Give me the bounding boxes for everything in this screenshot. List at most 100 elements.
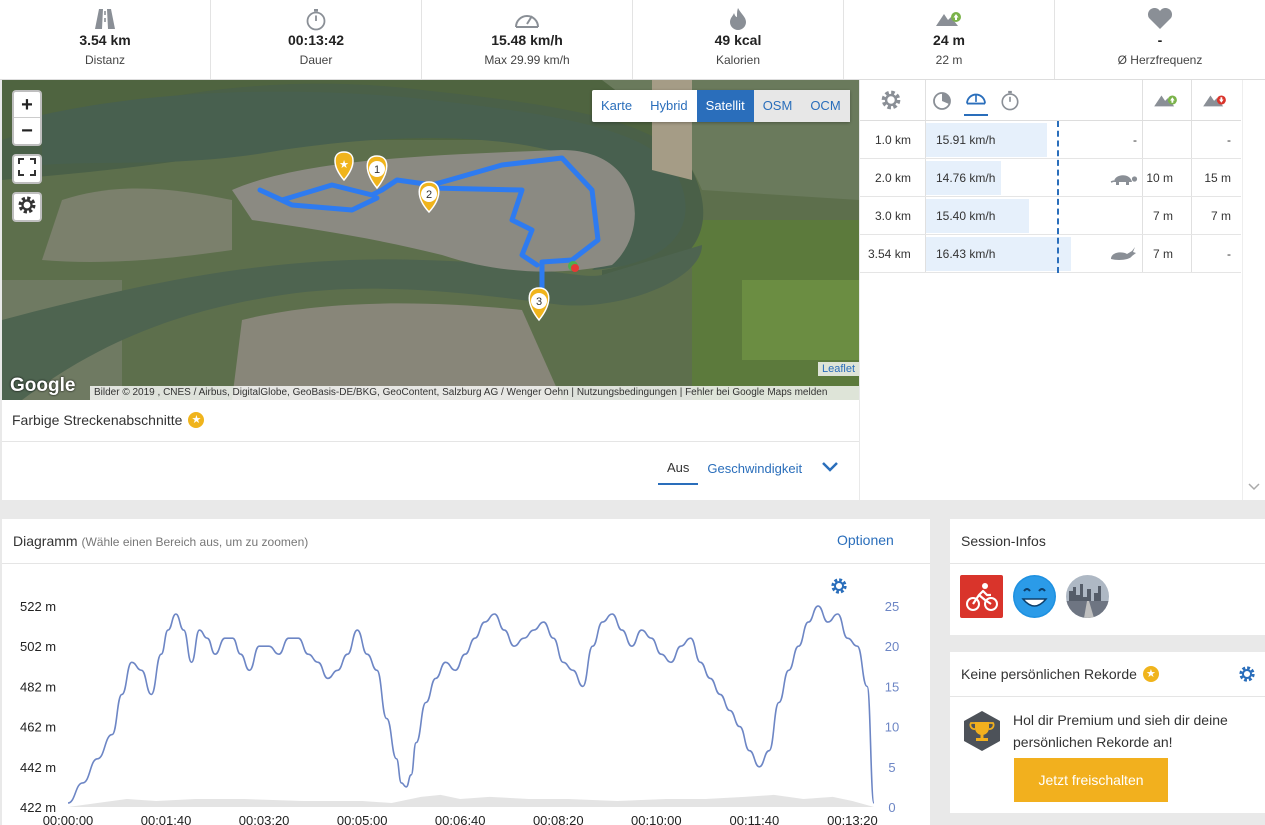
layer-satellit[interactable]: Satellit	[696, 90, 754, 122]
pace-icon[interactable]	[932, 80, 952, 120]
marker-label: 2	[426, 189, 432, 201]
layer-osm[interactable]: OSM	[753, 90, 802, 122]
speed-elevation-chart[interactable]: 422 m 442 m 462 m 482 m 502 m 522 m 0 5 10 15 20 25…	[2, 564, 930, 825]
stat-calories: 49 kcal Kalorien	[633, 0, 844, 79]
map-attribution: Bilder © 2019 , CNES / Airbus, DigitalGl…	[90, 386, 859, 400]
marker-1[interactable]: 1	[366, 155, 388, 190]
route-map[interactable]: ★ 1 2 3 + −	[2, 80, 859, 400]
stat-label: Distanz	[84, 53, 125, 67]
x-tick: 00:10:00	[631, 813, 682, 825]
options-label: Optionen	[837, 532, 894, 548]
tab-aus[interactable]: Aus	[658, 458, 699, 485]
marker-label: 1	[374, 164, 380, 176]
map-settings-button[interactable]	[12, 192, 42, 222]
y-left-tick: 522 m	[20, 599, 56, 614]
chart-title-text: Diagramm	[13, 533, 78, 549]
average-speed-line	[1057, 121, 1059, 273]
speed-line	[67, 605, 875, 804]
tab-geschwindigkeit[interactable]: Geschwindigkeit	[707, 461, 803, 476]
report-error-link[interactable]: Fehler bei Google Maps melden	[685, 387, 828, 398]
smiley-icon[interactable]	[1013, 575, 1056, 618]
terms-link[interactable]: Nutzungsbedingungen	[576, 387, 677, 398]
stopwatch-icon	[211, 6, 421, 32]
finish-marker-red	[571, 264, 579, 272]
mountain-down-icon	[1201, 80, 1229, 120]
stopwatch-icon[interactable]	[1000, 80, 1020, 120]
zoom-in-button[interactable]: +	[14, 92, 40, 118]
stat-heartrate: - Ø Herzfrequenz	[1055, 0, 1265, 79]
stat-value: 24 m	[933, 32, 965, 48]
chart-hint: (Wähle einen Bereich aus, um zu zoomen)	[81, 535, 309, 549]
heart-icon	[1055, 6, 1265, 32]
colored-segments-heading: Farbige Streckenabschnitte ★	[12, 412, 205, 428]
cycling-icon[interactable]	[960, 575, 1003, 618]
split-speed: 15.40 km/h	[936, 208, 996, 223]
fullscreen-button[interactable]	[12, 154, 42, 184]
y-left-tick: 422 m	[20, 800, 56, 815]
zoom-out-button[interactable]: −	[21, 120, 33, 142]
layer-hybrid[interactable]: Hybrid	[650, 98, 688, 113]
y-right-tick: 15	[885, 679, 899, 694]
stat-label: Dauer	[299, 53, 333, 67]
gear-icon[interactable]	[1238, 665, 1256, 688]
x-tick: 00:08:20	[533, 813, 584, 825]
unlock-button[interactable]: Jetzt freischalten	[1014, 758, 1168, 802]
split-distance: 2.0 km	[875, 170, 912, 185]
satellite-imagery: ★ 1 2 3	[2, 80, 859, 400]
chart-title: Diagramm (Wähle einen Bereich aus, um zu…	[13, 533, 308, 549]
road-icon	[0, 6, 210, 32]
split-row: 3.54 km 16.43 km/h 7 m -	[860, 235, 1241, 273]
speedometer-icon	[422, 6, 632, 32]
speed-bar	[926, 237, 1071, 271]
premium-star-icon: ★	[188, 412, 205, 428]
stat-value: 15.48 km/h	[491, 32, 563, 48]
stat-label: Kalorien	[715, 53, 761, 67]
marker-label: 3	[536, 296, 542, 308]
gear-icon	[17, 195, 37, 220]
y-right-tick: 0	[888, 800, 895, 815]
split-row: 1.0 km 15.91 km/h - -	[860, 121, 1241, 159]
chart-panel: Diagramm (Wähle einen Bereich aus, um zu…	[2, 519, 930, 825]
x-tick: 00:11:40	[730, 813, 780, 825]
speed-bar	[926, 123, 1047, 157]
layer-karte[interactable]: Karte	[601, 98, 633, 113]
colored-segments-title: Farbige Streckenabschnitte	[12, 412, 183, 428]
records-title: Keine persönlichen Rekorde	[961, 666, 1137, 682]
stat-value: 3.54 km	[79, 32, 131, 48]
leaflet-link[interactable]: Leaflet	[817, 362, 859, 376]
chevron-down-icon	[1248, 483, 1260, 491]
split-speed: 14.76 km/h	[936, 170, 996, 185]
split-up: -	[1133, 132, 1137, 147]
split-row: 2.0 km 14.76 km/h 10 m 15 m	[860, 159, 1241, 197]
stat-speed: 15.48 km/h Max 29.99 km/h	[422, 0, 633, 79]
speed-tab-icon[interactable]	[964, 80, 988, 116]
gear-icon[interactable]	[880, 80, 902, 120]
chevron-down-icon[interactable]	[821, 461, 839, 476]
x-tick: 00:03:20	[239, 813, 290, 825]
scrollbar[interactable]	[1242, 80, 1265, 500]
y-left-tick: 462 m	[20, 720, 56, 735]
y-right-tick: 25	[885, 599, 899, 614]
split-down: 7 m	[1210, 208, 1231, 223]
split-speed: 16.43 km/h	[936, 246, 996, 261]
start-marker[interactable]: ★	[334, 151, 354, 182]
x-tick: 00:13:20	[827, 813, 878, 825]
road-weather-icon[interactable]	[1066, 575, 1109, 618]
split-up: 10 m	[1146, 170, 1173, 185]
stat-value: 00:13:42	[287, 32, 345, 48]
zoom-control: + −	[12, 90, 42, 146]
splits-table: 1.0 km 15.91 km/h - - 2.0 km 14.76 km/h …	[860, 80, 1265, 500]
records-heading: Keine persönlichen Rekorde ★	[961, 666, 1159, 682]
options-button[interactable]: Optionen	[830, 532, 894, 594]
google-logo: Google	[10, 375, 76, 396]
split-distance: 1.0 km	[875, 132, 912, 147]
split-speed: 15.91 km/h	[936, 132, 996, 147]
marker-3[interactable]: 3	[528, 287, 550, 322]
flame-icon	[633, 6, 843, 32]
stat-label: 22 m	[935, 53, 963, 67]
mountain-up-icon	[844, 6, 1054, 32]
marker-2[interactable]: 2	[418, 181, 440, 214]
premium-text: Hol dir Premium und sieh dir deine persö…	[1013, 712, 1228, 750]
x-tick: 00:01:40	[141, 813, 192, 825]
layer-ocm[interactable]: OCM	[801, 90, 850, 122]
